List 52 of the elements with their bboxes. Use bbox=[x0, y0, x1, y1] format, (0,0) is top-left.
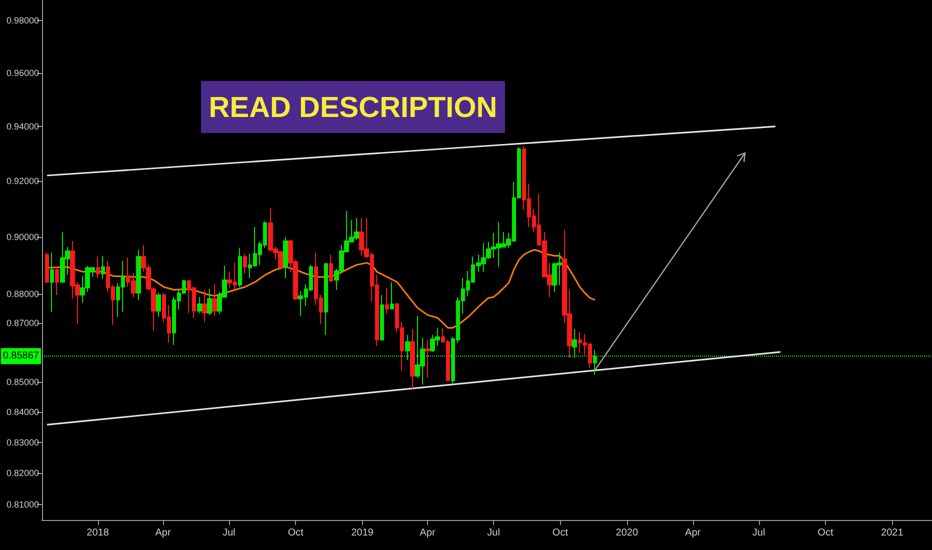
y-tick-label: 0.82000 bbox=[6, 468, 39, 478]
x-tick-label: Jul bbox=[752, 528, 766, 538]
y-tick-label: 0.85000 bbox=[6, 376, 39, 387]
x-tick-label: 2019 bbox=[351, 528, 374, 538]
y-tick-label: 0.96000 bbox=[6, 68, 39, 78]
x-tick-label: 2021 bbox=[881, 528, 904, 538]
candlestick bbox=[207, 288, 212, 316]
x-tick-label: Apr bbox=[155, 528, 172, 538]
candlestick bbox=[202, 289, 207, 323]
annotation: READ DESCRIPTION bbox=[208, 92, 498, 124]
y-tick-label: 0.84000 bbox=[6, 406, 39, 417]
x-tick-label: Jul bbox=[487, 528, 500, 538]
y-tick-label: 0.94000 bbox=[6, 121, 39, 132]
candlestick bbox=[101, 255, 105, 280]
x-tick-label: Oct bbox=[818, 528, 834, 538]
ref-line-label: 0.85867 bbox=[2, 350, 40, 362]
candlestick bbox=[572, 328, 577, 358]
candlestick bbox=[593, 349, 597, 376]
y-tick-label: 0.92000 bbox=[6, 176, 39, 186]
candlestick bbox=[55, 266, 59, 296]
candlestick bbox=[136, 249, 141, 300]
candlestick bbox=[385, 287, 389, 314]
candlestick bbox=[212, 284, 217, 316]
y-tick-label: 0.87000 bbox=[6, 318, 39, 328]
candlestick bbox=[50, 252, 54, 312]
candlestick bbox=[96, 256, 100, 279]
x-tick-label: 2020 bbox=[616, 528, 638, 538]
x-tick-label: Oct bbox=[552, 528, 568, 538]
candlestick bbox=[238, 247, 242, 288]
y-tick-label: 0.98000 bbox=[6, 16, 39, 26]
y-tick-label: 0.83000 bbox=[6, 437, 39, 448]
candlestick bbox=[197, 296, 202, 314]
x-tick-label: Apr bbox=[420, 528, 436, 538]
y-tick-label: 0.81000 bbox=[6, 499, 39, 510]
candlestick bbox=[425, 339, 430, 378]
candlestick bbox=[283, 236, 288, 279]
candlestick bbox=[329, 254, 333, 283]
x-tick-label: Apr bbox=[685, 528, 702, 538]
x-tick-label: Jul bbox=[222, 528, 236, 538]
candlestick bbox=[324, 262, 328, 336]
candlestick bbox=[243, 253, 247, 274]
candlestick bbox=[405, 334, 410, 360]
candlestick bbox=[156, 292, 161, 318]
candlestick bbox=[380, 294, 384, 340]
candlestick bbox=[45, 252, 49, 284]
x-tick-label: 2018 bbox=[86, 528, 110, 538]
y-tick-label: 0.90000 bbox=[6, 232, 39, 242]
x-tick-label: Oct bbox=[288, 528, 304, 538]
candlestick bbox=[410, 328, 415, 390]
y-tick-label: 0.88000 bbox=[6, 288, 39, 299]
candlestick bbox=[390, 282, 394, 310]
line-series bbox=[46, 249, 596, 329]
